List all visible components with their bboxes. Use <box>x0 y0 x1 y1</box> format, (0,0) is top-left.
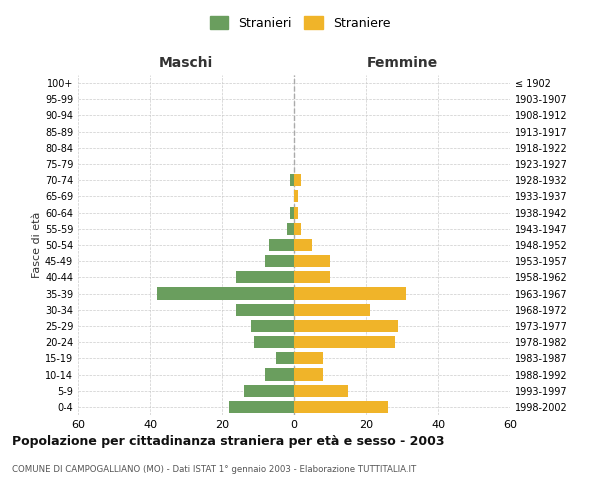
Bar <box>294 222 301 235</box>
Bar <box>244 384 294 397</box>
Bar <box>294 384 348 397</box>
Text: Femmine: Femmine <box>367 56 437 70</box>
Bar <box>236 304 294 316</box>
Bar <box>294 206 298 218</box>
Bar <box>294 255 330 268</box>
Bar <box>294 401 388 413</box>
Bar <box>294 272 330 283</box>
Y-axis label: Fasce di età: Fasce di età <box>32 212 42 278</box>
Bar <box>236 272 294 283</box>
Bar <box>254 336 294 348</box>
Bar <box>294 190 298 202</box>
Bar <box>269 239 294 251</box>
Bar <box>294 336 395 348</box>
Bar <box>229 401 294 413</box>
Bar <box>294 288 406 300</box>
Legend: Stranieri, Straniere: Stranieri, Straniere <box>205 11 395 35</box>
Bar <box>294 174 301 186</box>
Bar <box>276 352 294 364</box>
Text: Maschi: Maschi <box>159 56 213 70</box>
Bar <box>290 206 294 218</box>
Bar <box>251 320 294 332</box>
Bar <box>294 320 398 332</box>
Bar <box>290 174 294 186</box>
Text: Popolazione per cittadinanza straniera per età e sesso - 2003: Popolazione per cittadinanza straniera p… <box>12 435 445 448</box>
Bar <box>294 239 312 251</box>
Bar <box>294 304 370 316</box>
Bar <box>157 288 294 300</box>
Bar <box>294 368 323 380</box>
Bar <box>294 352 323 364</box>
Bar <box>265 368 294 380</box>
Bar <box>265 255 294 268</box>
Bar <box>287 222 294 235</box>
Text: COMUNE DI CAMPOGALLIANO (MO) - Dati ISTAT 1° gennaio 2003 - Elaborazione TUTTITA: COMUNE DI CAMPOGALLIANO (MO) - Dati ISTA… <box>12 465 416 474</box>
